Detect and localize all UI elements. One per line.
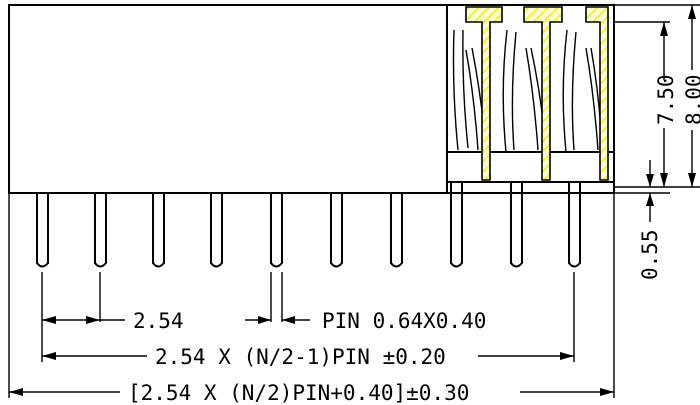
pin-size-label: PIN 0.64X0.40 (322, 309, 486, 333)
height-outer-label: 8.00 (682, 74, 700, 125)
outer-span-dimension: [2.54 X (N/2)PIN+0.40]±0.30 (9, 381, 614, 405)
outer-span-label: [2.54 X (N/2)PIN+0.40]±0.30 (128, 381, 469, 405)
pin (568, 182, 581, 268)
pin (270, 193, 283, 268)
pitch-label: 2.54 (133, 309, 184, 333)
contact-spring-0 (452, 29, 469, 151)
contact-spring-2 (502, 29, 517, 153)
pin (510, 182, 523, 268)
contact-spring-4 (562, 29, 577, 153)
connector-body (8, 4, 615, 194)
height-outer-dimension: 8.00 (682, 5, 700, 187)
standoff-dimension: 0.55 (638, 160, 662, 280)
pin (94, 193, 107, 268)
height-inner-dimension: 7.50 (654, 22, 678, 187)
inner-span-dimension: 2.54 X (N/2-1)PIN ±0.20 (42, 345, 574, 369)
hatched-contact-3 (585, 6, 609, 181)
pins (36, 182, 581, 268)
extension-lines (8, 4, 700, 398)
pin-size-dimension: PIN 0.64X0.40 (245, 309, 486, 333)
pin (36, 193, 49, 268)
pin (152, 193, 165, 268)
pin (210, 193, 223, 268)
height-inner-label: 7.50 (654, 74, 678, 125)
hatched-contact-2 (523, 6, 563, 181)
cutaway-section (446, 5, 614, 193)
pin (390, 193, 403, 268)
hatched-contact-1 (465, 6, 503, 181)
inner-span-label: 2.54 X (N/2-1)PIN ±0.20 (155, 345, 446, 369)
pin (450, 182, 463, 268)
pin (330, 193, 343, 268)
standoff-label: 0.55 (638, 229, 662, 280)
pitch-dimension: 2.54 (42, 309, 184, 333)
